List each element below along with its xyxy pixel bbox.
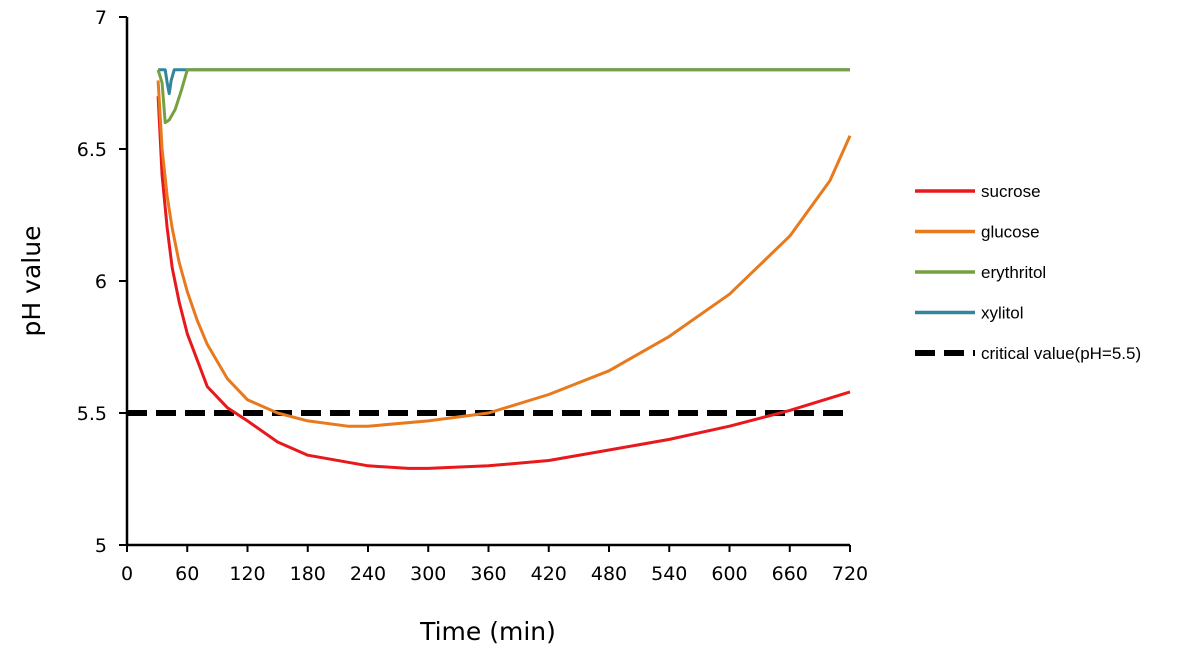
- series-line-erythritol: [156, 68, 850, 125]
- x-tick-label: 600: [711, 563, 747, 585]
- x-axis-title: Time (min): [419, 617, 556, 646]
- legend: sucrose glucose erythritol xylitol critical …: [915, 182, 1141, 363]
- x-tick-label: 540: [651, 563, 687, 585]
- x-tick-label: 720: [832, 563, 868, 585]
- legend-label: critical value(pH=5.5): [981, 344, 1141, 363]
- legend-label: glucose: [981, 223, 1040, 242]
- y-tick-label: 5: [95, 535, 107, 557]
- series-line-xylitol: [158, 68, 850, 96]
- x-tick-label: 60: [175, 563, 199, 585]
- x-tick-label: 240: [350, 563, 386, 585]
- legend-label: erythritol: [981, 263, 1046, 282]
- x-tick-label: 660: [772, 563, 808, 585]
- series-line-sucrose: [156, 96, 851, 470]
- x-tick-label: 180: [290, 563, 326, 585]
- axes: 0 60 120 180 240 300 360 420 480 540 600 660 720 5 5.5…: [77, 7, 868, 585]
- legend-label: sucrose: [981, 182, 1041, 201]
- x-tick-label: 420: [531, 563, 567, 585]
- y-tick-label: 6.5: [77, 139, 107, 161]
- x-tick-label: 300: [410, 563, 446, 585]
- x-tick-label: 480: [591, 563, 627, 585]
- x-tick-label: 120: [229, 563, 265, 585]
- y-tick-label: 6: [95, 271, 107, 293]
- plot-area: [127, 68, 852, 470]
- y-tick-label: 7: [95, 7, 107, 29]
- x-tick-label: 360: [470, 563, 506, 585]
- x-tick-label: 0: [121, 563, 133, 585]
- legend-label: xylitol: [981, 304, 1024, 323]
- y-tick-label: 5.5: [77, 403, 107, 425]
- y-axis-title: pH value: [17, 226, 46, 337]
- series-line-glucose: [156, 80, 852, 428]
